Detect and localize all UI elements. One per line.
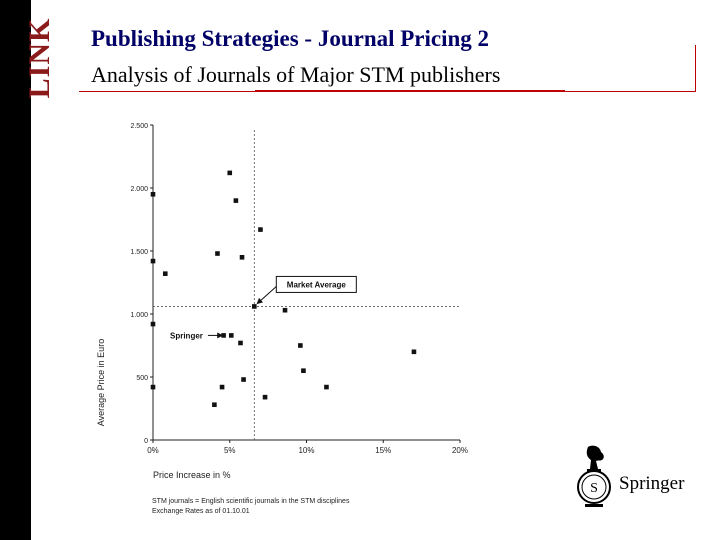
y-tick-label: 2.500 [130,123,148,130]
chart-annotations: Market Average Springer [170,275,357,340]
x-axis-label: Price Increase in % [153,470,231,480]
data-point [282,307,288,313]
market-average-arrow [256,286,277,305]
data-point [150,192,156,197]
data-point [411,349,417,355]
data-point [162,271,168,276]
springer-label: Springer [170,331,203,340]
y-tick-label: 2.000 [130,186,148,193]
data-point [301,368,306,373]
data-point [241,377,246,382]
market-average-label-box [275,275,357,293]
data-point [252,304,257,309]
data-point [262,394,268,400]
slide-title: Publishing Strategies - Journal Pricing … [91,26,490,51]
scatter-chart: 0 500 1.000 1.500 2.000 2.500 0% 5% 10% 15% 20% M… [96,123,468,480]
note-line-2: Exchange Rates as of 01.10.01 [152,508,250,515]
left-accent-bar [0,0,31,540]
data-point [219,384,225,390]
x-tick-label: 10% [298,446,314,455]
data-point [150,384,156,390]
data-point [324,384,329,390]
note-line-1: STM journals = English scientific journa… [152,498,350,505]
svg-text:S: S [590,481,598,496]
data-point [298,343,303,348]
y-tick-label: 0 [144,438,148,445]
y-axis-ticks: 0 500 1.000 1.500 2.000 2.500 [130,123,153,445]
data-point [227,170,233,176]
data-point [233,198,239,203]
springer-wordmark: Springer [619,473,685,494]
data-point [215,251,220,256]
data-point [150,258,156,264]
data-points [150,170,417,408]
link-logo: LINK [23,18,56,99]
springer-chess-knight-icon: S [577,445,611,507]
data-point [258,227,263,232]
market-average-lines [153,130,460,440]
x-tick-label: 20% [452,446,468,455]
y-tick-label: 500 [136,375,148,382]
market-average-label: Market Average [287,280,347,289]
data-point [228,333,234,338]
data-point [239,255,245,260]
data-point [150,321,156,327]
x-tick-label: 15% [375,446,391,455]
x-tick-label: 5% [224,446,236,455]
data-point [212,402,217,408]
y-tick-label: 1.000 [130,312,148,319]
chart-notes: STM journals = English scientific journa… [152,497,349,517]
x-axis-ticks: 0% 5% 10% 15% 20% [147,440,468,455]
title-rule-accent [255,90,565,92]
title-rule-vertical [695,45,696,92]
data-point [221,333,226,338]
slide-subtitle: Analysis of Journals of Major STM publis… [91,62,501,87]
data-point [238,340,243,346]
y-axis-label: Average Price in Euro [96,339,106,426]
y-tick-label: 1.500 [130,249,148,256]
x-tick-label: 0% [147,446,159,455]
link-logo-text: LINK [23,17,56,99]
